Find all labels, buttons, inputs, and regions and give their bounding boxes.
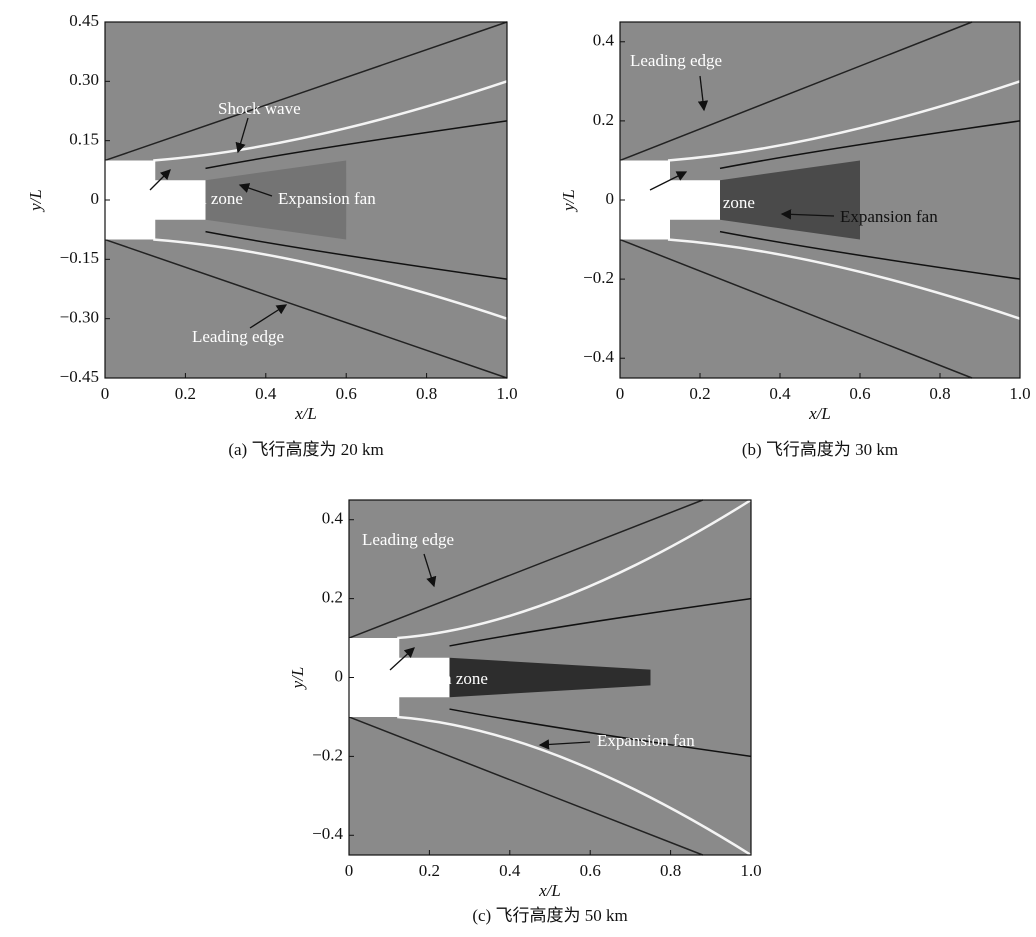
shock — [397, 715, 752, 857]
y-tick-label: 0.15 — [69, 130, 99, 149]
y-tick-label: 0.2 — [322, 588, 343, 607]
y-axis-label: y/L — [26, 189, 45, 213]
x-tick-label: 0.4 — [769, 384, 791, 403]
shock — [449, 708, 752, 758]
leading-edge — [348, 716, 704, 856]
leading-edge — [104, 238, 508, 379]
annotation: Recirculation zone — [115, 189, 243, 208]
annotation: Shock wave — [218, 99, 301, 118]
x-tick-label: 1.0 — [496, 384, 517, 403]
y-tick-label: −0.4 — [583, 347, 614, 366]
x-axis-label: x/L — [808, 404, 831, 423]
annotation: Recirculation zone — [360, 669, 488, 688]
x-tick-label: 0.2 — [689, 384, 710, 403]
y-tick-label: 0.30 — [69, 70, 99, 89]
x-tick-label: 0 — [101, 384, 110, 403]
panel: 0 0.2 0.4 0.6 0.8 1.0 0.4 0.2 0 −0.2 −0.4 x/L y/L (b)… — [559, 21, 1031, 459]
x-tick-label: 0.6 — [580, 861, 601, 880]
y-axis-label: y/L — [559, 189, 578, 213]
y-tick-label: 0 — [606, 189, 615, 208]
shock — [667, 80, 1021, 162]
x-tick-label: 0.6 — [849, 384, 870, 403]
y-tick-label: 0 — [91, 189, 100, 208]
annotation: Expansion fan — [840, 207, 938, 226]
arrow — [780, 209, 835, 220]
annotation: Leading edge — [192, 327, 284, 346]
caption: (c) 飞行高度为 50 km — [472, 906, 627, 925]
annotation: Leading edge — [630, 51, 722, 70]
shock — [153, 238, 508, 320]
arrow — [235, 117, 249, 154]
y-tick-label: 0.45 — [69, 11, 99, 30]
x-tick-label: 0.8 — [929, 384, 950, 403]
arrow — [423, 553, 437, 588]
y-tick-label: 0 — [335, 666, 344, 685]
y-tick-label: 0.4 — [322, 509, 344, 528]
leading-edge — [104, 21, 508, 162]
shock — [719, 120, 1021, 170]
y-tick-label: −0.2 — [312, 745, 343, 764]
shock — [397, 498, 752, 640]
y-tick-label: −0.2 — [583, 268, 614, 287]
x-tick-label: 0 — [616, 384, 625, 403]
y-tick-label: 0.2 — [593, 110, 614, 129]
x-tick-label: 1.0 — [740, 861, 761, 880]
arrow — [538, 739, 591, 750]
body — [349, 638, 450, 717]
shock — [205, 120, 508, 170]
body — [620, 160, 720, 240]
x-axis-label: x/L — [294, 404, 317, 423]
arrow — [697, 75, 709, 112]
y-tick-label: −0.45 — [60, 367, 99, 386]
x-axis-label: x/L — [538, 881, 561, 900]
x-tick-label: 0 — [345, 861, 354, 880]
arrow — [149, 169, 171, 191]
y-axis-label: y/L — [288, 667, 307, 691]
y-tick-label: −0.15 — [60, 248, 99, 267]
x-tick-label: 0.4 — [499, 861, 521, 880]
x-tick-label: 0.2 — [175, 384, 196, 403]
arrow — [649, 171, 688, 191]
caption: (b) 飞行高度为 30 km — [742, 440, 898, 459]
x-tick-label: 0.6 — [336, 384, 357, 403]
annotation: Expansion fan — [597, 731, 695, 750]
annotation: Expansion fan — [278, 189, 376, 208]
y-tick-label: −0.4 — [312, 824, 343, 843]
leading-edge — [348, 499, 704, 639]
shock — [449, 597, 752, 647]
leading-edge — [619, 238, 973, 379]
x-tick-label: 0.2 — [419, 861, 440, 880]
shock — [667, 238, 1021, 320]
arrow — [238, 183, 273, 197]
y-tick-label: 0.4 — [593, 31, 615, 50]
caption: (a) 飞行高度为 20 km — [228, 440, 383, 459]
shock — [205, 230, 508, 280]
shock — [719, 230, 1021, 280]
wake — [449, 657, 651, 698]
x-tick-label: 0.8 — [660, 861, 681, 880]
y-tick-label: −0.30 — [60, 308, 99, 327]
arrow — [249, 304, 288, 329]
shock — [153, 80, 508, 162]
x-tick-label: 1.0 — [1009, 384, 1030, 403]
wake — [205, 160, 347, 240]
annotation: Recirculation zone — [627, 193, 755, 212]
panel: 0 0.2 0.4 0.6 0.8 1.0 0.4 0.2 0 −0.2 −0.4 x/L y/L (c)… — [288, 498, 762, 925]
panel: 0 0.2 0.4 0.6 0.8 1.0 0.45 0.30 0.15 0 −0.15 −0.30 −… — [26, 11, 518, 459]
wake — [720, 160, 860, 240]
x-tick-label: 0.8 — [416, 384, 437, 403]
arrow — [389, 647, 415, 671]
annotation: Leading edge — [362, 530, 454, 549]
leading-edge — [619, 21, 973, 162]
x-tick-label: 0.4 — [255, 384, 277, 403]
body — [105, 160, 206, 240]
